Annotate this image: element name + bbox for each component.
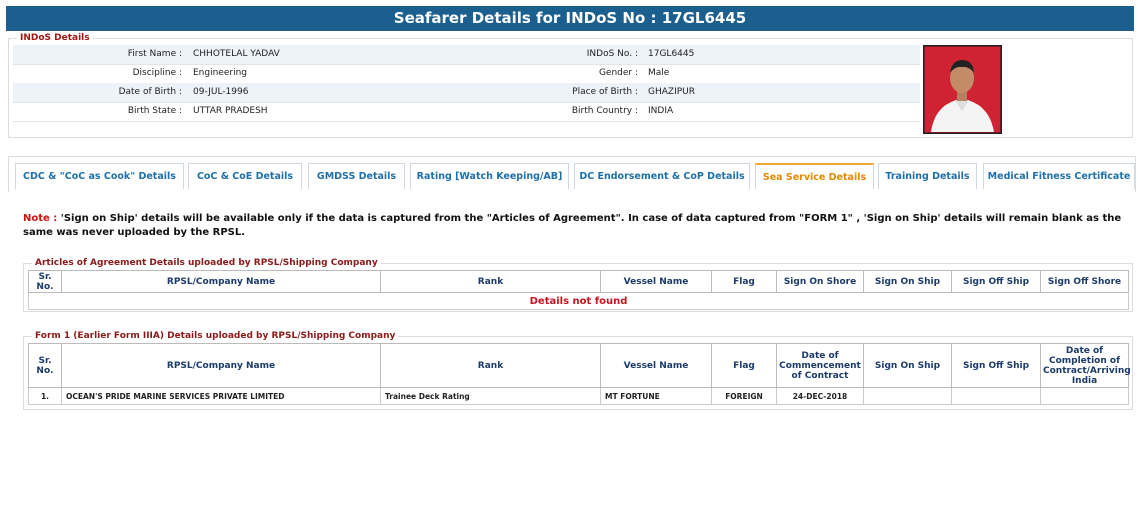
tab[interactable]: DC Endorsement & CoP Details <box>574 163 750 189</box>
seafarer-photo <box>923 45 1002 134</box>
column-header: Vessel Name <box>600 270 712 293</box>
column-header: Date of Completion of Contract/Arriving … <box>1040 343 1131 388</box>
indos-fieldset: INDoS Details First Name : CHHOTELAL YADA… <box>8 32 1133 138</box>
fieldset-legend: Articles of Agreement Details uploaded b… <box>32 257 381 269</box>
page-header: Seafarer Details for INDoS No : 17GL6445 <box>6 6 1134 31</box>
column-header: Vessel Name <box>600 343 712 388</box>
table-cell: 1. <box>28 387 62 405</box>
column-header: Sign On Ship <box>863 270 952 293</box>
articles-fieldset: Articles of Agreement Details uploaded b… <box>23 257 1133 312</box>
field-label: Place of Birth : <box>572 87 638 97</box>
empty-message: Details not found <box>28 292 1129 310</box>
table-cell: Trainee Deck Rating <box>380 387 601 405</box>
tab-bar: CDC & "CoC as Cook" Details CoC & CoE Det… <box>8 156 1136 192</box>
field-row: Birth State : UTTAR PRADESH Birth Country … <box>13 102 920 122</box>
data-row: 1. OCEAN'S PRIDE MARINE SERVICES PRIVATE … <box>28 387 1129 405</box>
field-label: INDoS No. : <box>586 49 638 59</box>
field-value: Male <box>648 68 670 78</box>
data-table: Sr. No. RPSL/Company Name Rank Vessel Name F… <box>28 343 1131 405</box>
table-cell <box>951 387 1041 405</box>
empty-row: Details not found <box>28 292 1129 310</box>
field-label: Gender : <box>598 68 638 78</box>
tab[interactable]: Training Details <box>878 163 977 189</box>
field-value: CHHOTELAL YADAV <box>193 49 280 59</box>
column-header: Rank <box>380 270 601 293</box>
tab[interactable]: CoC & CoE Details <box>188 163 302 189</box>
field-row: Date of Birth : 09-JUL-1996 Place of Birth… <box>13 83 920 103</box>
field-label: Birth Country : <box>571 106 638 116</box>
table-cell: FOREIGN <box>711 387 777 405</box>
column-header: Rank <box>380 343 601 388</box>
column-header: RPSL/Company Name <box>61 343 381 388</box>
column-header: Sign On Ship <box>863 343 952 388</box>
column-header: Sign Off Ship <box>951 270 1041 293</box>
tab[interactable]: GMDSS Details <box>308 163 405 189</box>
table-cell: MT FORTUNE <box>600 387 712 405</box>
column-header: Sign Off Ship <box>951 343 1041 388</box>
column-header: Flag <box>711 343 777 388</box>
table-cell: 24-DEC-2018 <box>776 387 864 405</box>
field-value: UTTAR PRADESH <box>193 106 268 116</box>
column-header: RPSL/Company Name <box>61 270 381 293</box>
field-label: Date of Birth : <box>118 87 182 97</box>
column-header: Sr. No. <box>28 343 62 388</box>
data-table: Sr. No. RPSL/Company Name Rank Vessel Name F… <box>28 270 1129 310</box>
field-value: INDIA <box>648 106 674 116</box>
column-header: Sign Off Shore <box>1040 270 1129 293</box>
note-text: 'Sign on Ship' details will be available… <box>23 213 1122 238</box>
field-row: First Name : CHHOTELAL YADAV INDoS No. : 17… <box>13 45 920 65</box>
table-cell: OCEAN'S PRIDE MARINE SERVICES PRIVATE LI… <box>61 387 381 405</box>
header-row: Sr. No. RPSL/Company Name Rank Vessel Name F… <box>28 270 1129 293</box>
fieldset-legend: Form 1 (Earlier Form IIIA) Details uploa… <box>32 330 399 342</box>
field-label: Birth State : <box>127 106 182 116</box>
tab[interactable]: Rating [Watch Keeping/AB] <box>410 163 569 189</box>
field-row: Discipline : Engineering Gender : Male <box>13 64 920 84</box>
tab[interactable]: Medical Fitness Certificate <box>983 163 1135 189</box>
tab[interactable]: Sea Service Details <box>755 163 874 189</box>
note-label: Note : <box>23 213 58 224</box>
column-header: Sign On Shore <box>776 270 864 293</box>
header-row: Sr. No. RPSL/Company Name Rank Vessel Name F… <box>28 343 1131 388</box>
table-cell <box>1040 387 1129 405</box>
tab[interactable]: CDC & "CoC as Cook" Details <box>15 163 184 189</box>
table-cell <box>863 387 952 405</box>
column-header: Flag <box>711 270 777 293</box>
field-value: Engineering <box>193 68 247 78</box>
note: Note : 'Sign on Ship' details will be av… <box>23 212 1131 240</box>
field-value: GHAZIPUR <box>648 87 695 97</box>
field-value: 17GL6445 <box>648 49 695 59</box>
column-header: Date of Commencement of Contract <box>776 343 864 388</box>
column-header: Sr. No. <box>28 270 62 293</box>
field-label: First Name : <box>127 49 182 59</box>
form1-fieldset: Form 1 (Earlier Form IIIA) Details uploa… <box>23 330 1133 410</box>
fieldset-legend: INDoS Details <box>17 32 93 44</box>
field-value: 09-JUL-1996 <box>193 87 249 97</box>
field-label: Discipline : <box>132 68 182 78</box>
